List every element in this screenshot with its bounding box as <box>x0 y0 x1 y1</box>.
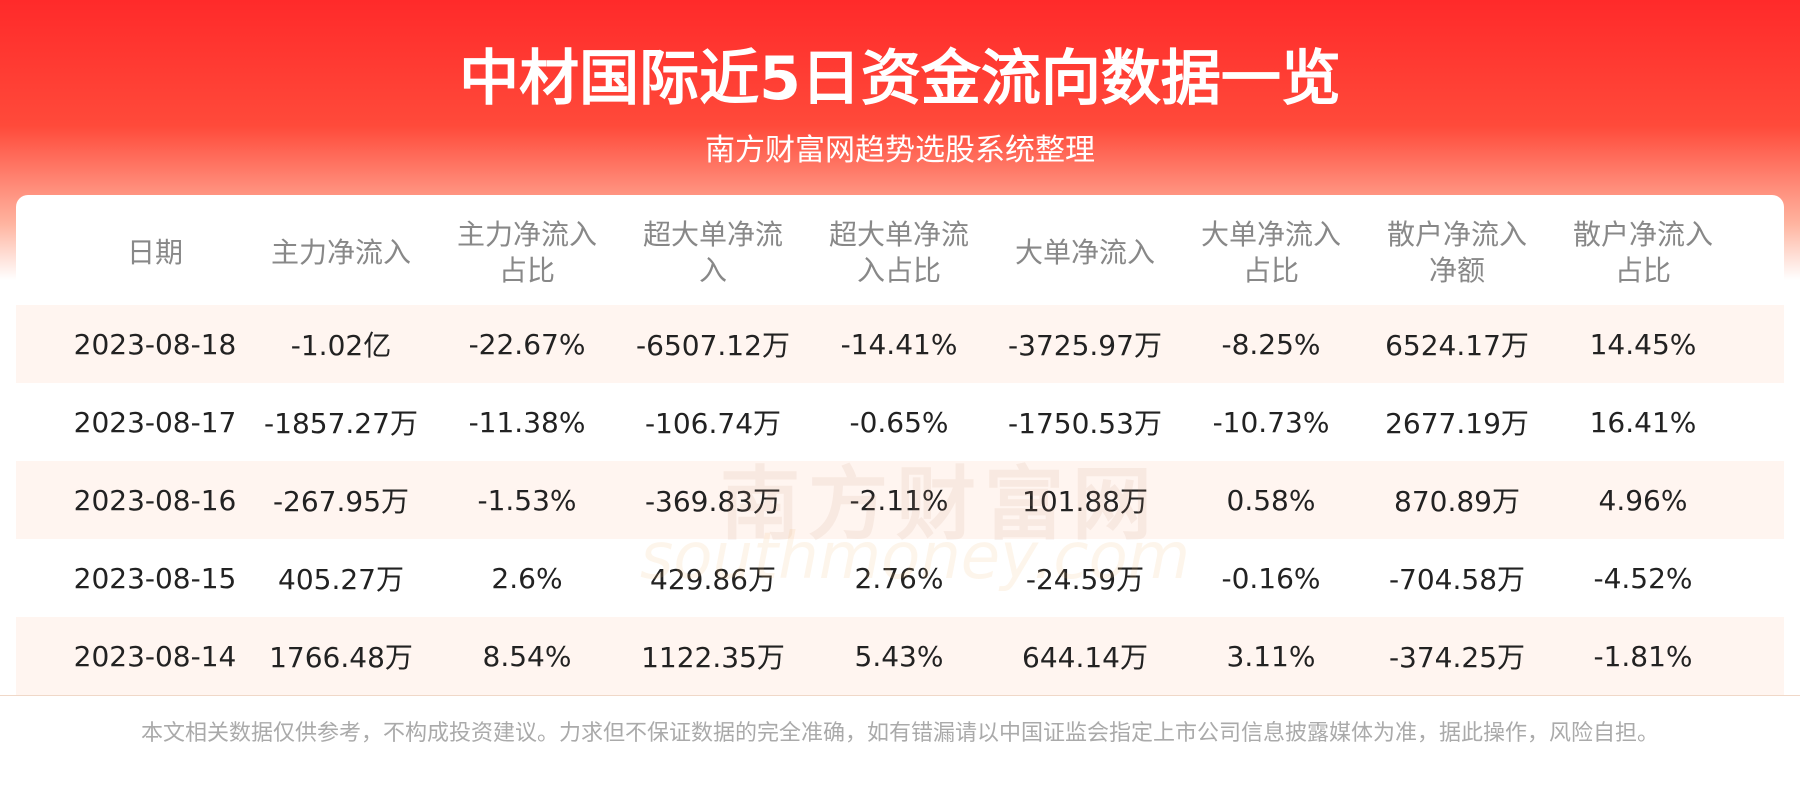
cell: 1122.35万 <box>641 641 785 674</box>
cell: 2677.19万 <box>1385 407 1529 440</box>
cell: 14.45% <box>1589 327 1697 361</box>
header-text: 散户净流入占比 <box>1572 217 1713 287</box>
cell: -106.74万 <box>644 407 782 440</box>
table-row: 2023-08-14 1766.48万 8.54% 1122.35万 5.43% 644.… <box>16 617 1784 695</box>
cell: -11.38% <box>468 405 586 439</box>
subtitle: 南方财富网趋势选股系统整理 <box>705 133 1095 168</box>
cell: 405.27万 <box>278 563 404 596</box>
cell: -2.11% <box>849 483 949 517</box>
header-text: 超大单净流入 <box>642 217 783 287</box>
cell: 2023-08-14 <box>73 639 237 673</box>
cell: -267.95万 <box>272 485 410 518</box>
header-row: 日期 主力净流入 主力净流入占比 超大单净流入 超大单净流入占比 大单净流入 大单净流入占比… <box>16 195 1784 310</box>
header-cell: 日期 <box>62 195 248 310</box>
cell: 2.76% <box>854 561 944 595</box>
header-cell: 大单净流入 <box>992 195 1178 310</box>
header-text: 大单净流入 <box>1014 235 1155 269</box>
header-cell: 大单净流入占比 <box>1178 195 1364 310</box>
cell: 644.14万 <box>1022 641 1148 674</box>
cell: -22.67% <box>468 327 586 361</box>
cell: 870.89万 <box>1394 485 1520 518</box>
header-cell: 散户净流入占比 <box>1550 195 1736 310</box>
cell: 2023-08-15 <box>73 561 237 595</box>
cell: 0.58% <box>1226 483 1316 517</box>
table-row: 2023-08-17 -1857.27万 -11.38% -106.74万 -0.65%… <box>16 383 1784 461</box>
cell: 8.54% <box>482 639 572 673</box>
header-cell: 主力净流入 <box>248 195 434 310</box>
cell: 16.41% <box>1589 405 1697 439</box>
table-row: 2023-08-18 -1.02亿 -22.67% -6507.12万 -14.41% -… <box>16 305 1784 383</box>
disclaimer: 本文相关数据仅供参考，不构成投资建议。力求但不保证数据的完全准确，如有错漏请以中… <box>140 721 1659 746</box>
cell: -3725.97万 <box>1008 329 1162 362</box>
cell: 4.96% <box>1598 483 1688 517</box>
cell: -0.65% <box>849 405 949 439</box>
cell: -369.83万 <box>644 485 782 518</box>
cell: -14.41% <box>840 327 958 361</box>
cell: -10.73% <box>1212 405 1330 439</box>
cell: -1.02亿 <box>290 329 392 362</box>
cell: 2023-08-16 <box>73 483 237 517</box>
cell: -1.81% <box>1593 639 1693 673</box>
header-cell: 超大单净流入占比 <box>806 195 992 310</box>
cell: 1766.48万 <box>269 641 413 674</box>
watermark: 南方财富网 <box>720 458 1160 551</box>
header-cell: 散户净流入净额 <box>1364 195 1550 310</box>
header-text: 主力净流入占比 <box>456 217 597 287</box>
header-text: 超大单净流入占比 <box>828 217 969 287</box>
cell: 101.88万 <box>1022 485 1148 518</box>
header-text: 大单净流入占比 <box>1200 217 1341 287</box>
cell: 5.43% <box>854 639 944 673</box>
header-cell: 主力净流入占比 <box>434 195 620 310</box>
cell: 2.6% <box>491 561 563 595</box>
cell: 3.11% <box>1226 639 1316 673</box>
cell: 6524.17万 <box>1385 329 1529 362</box>
cell: 2023-08-18 <box>73 327 237 361</box>
cell: -4.52% <box>1593 561 1693 595</box>
header-text: 日期 <box>126 235 183 269</box>
header-cell: 超大单净流入 <box>620 195 806 310</box>
cell: -8.25% <box>1221 327 1321 361</box>
cell: -1.53% <box>477 483 577 517</box>
footer <box>0 695 1800 800</box>
cell: 429.86万 <box>650 563 776 596</box>
title: 中材国际近5日资金流向数据一览 <box>459 44 1341 114</box>
table-row: 2023-08-15 405.27万 2.6% 429.86万 2.76% -24.59万… <box>16 539 1784 617</box>
header-text: 主力净流入 <box>270 235 411 269</box>
cell: -704.58万 <box>1388 563 1526 596</box>
cell: -0.16% <box>1221 561 1321 595</box>
cell: -374.25万 <box>1388 641 1526 674</box>
cell: -1857.27万 <box>264 407 418 440</box>
watermark-site: southmoney.com <box>640 520 1191 594</box>
header-text: 散户净流入净额 <box>1386 217 1527 287</box>
cell: -24.59万 <box>1025 563 1145 596</box>
table-row: 2023-08-16 -267.95万 -1.53% -369.83万 -2.11% 10… <box>16 461 1784 539</box>
cell: 2023-08-17 <box>73 405 237 439</box>
cell: -1750.53万 <box>1008 407 1162 440</box>
cell: -6507.12万 <box>636 329 790 362</box>
